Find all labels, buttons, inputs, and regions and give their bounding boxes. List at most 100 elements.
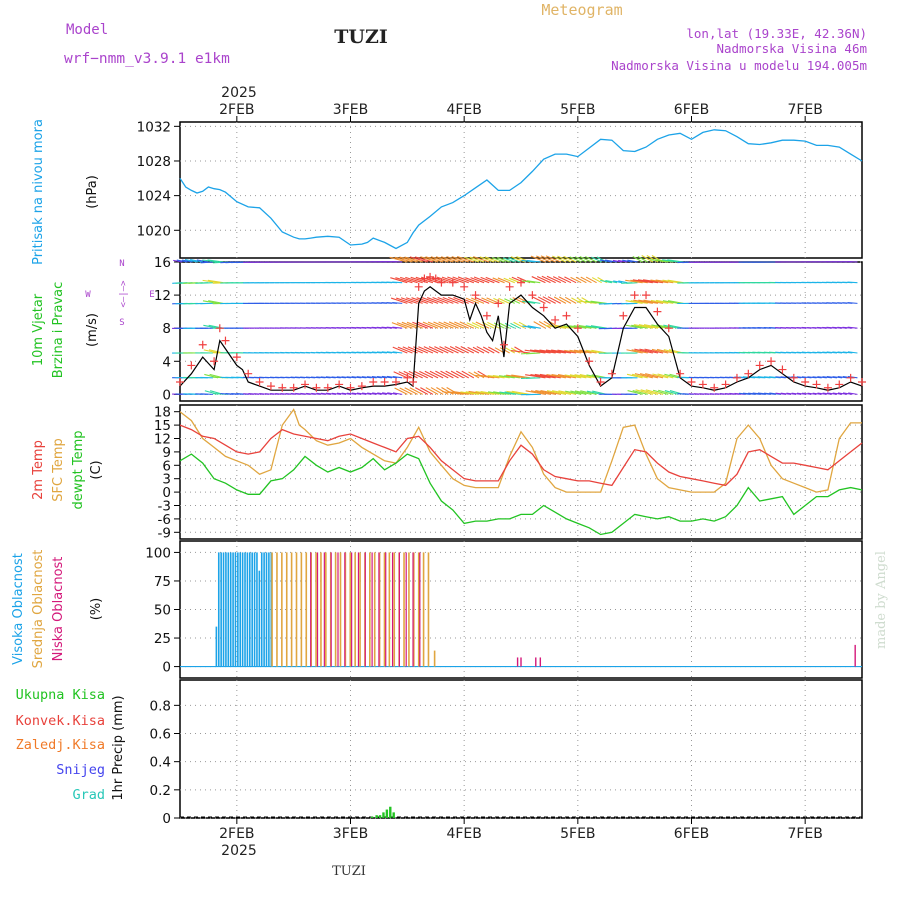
wind-barb <box>392 326 403 329</box>
wind-barb <box>552 390 572 395</box>
wind-barb <box>530 374 551 379</box>
wind-barb <box>508 277 521 284</box>
wind-barb <box>769 392 781 395</box>
gust-marker <box>698 380 707 389</box>
wind-barb <box>386 351 398 354</box>
ytick-label: 0.6 <box>150 727 171 743</box>
wind-barb <box>503 277 515 284</box>
wind-barb <box>530 390 551 395</box>
gust-marker <box>255 377 264 386</box>
wind-barb <box>640 389 659 395</box>
wind-barb <box>479 256 495 263</box>
wind-barb <box>625 279 643 284</box>
ytick-label: 4 <box>162 354 171 370</box>
wind-barb <box>386 375 398 379</box>
pressure-unit: (hPa) <box>85 175 100 209</box>
wind-barb <box>565 296 577 304</box>
ytick-label: 1020 <box>137 223 171 239</box>
wind-barb <box>361 376 372 379</box>
wind-barb <box>585 256 597 263</box>
ytick-label: 25 <box>154 631 171 647</box>
wind-barb <box>207 259 224 263</box>
wind-barb <box>469 256 485 263</box>
wind-barb <box>430 256 449 263</box>
wind-barb <box>579 374 597 379</box>
wind-barb <box>311 392 321 395</box>
wind-barb <box>398 371 413 379</box>
wind-barb <box>752 392 766 395</box>
wind-barb <box>425 387 439 395</box>
wind-barb <box>618 259 628 263</box>
wind-barb <box>447 276 464 284</box>
wind-barb <box>532 296 546 304</box>
gust-marker <box>744 369 753 378</box>
compass-axis: <—|—> <box>119 280 129 308</box>
gust-marker <box>289 383 298 392</box>
wind-barb <box>551 373 572 379</box>
wind-barb <box>202 279 219 284</box>
wind-barb <box>832 351 843 354</box>
wind-barb <box>822 392 832 395</box>
chart-panels: 1020 1024 1028 1032 2FEB 3FEB 4FEB 5FEB 6FEB 7FEB… <box>137 102 866 842</box>
model-elevation-label: Nadmorska Visina u modelu 194.005m <box>611 58 867 73</box>
wind-barb <box>526 352 541 355</box>
wind-barb <box>484 256 500 263</box>
wind-barb <box>480 276 495 284</box>
wind-barb <box>394 256 413 263</box>
ytick-label: 16 <box>154 255 171 271</box>
wind-barb <box>796 392 807 395</box>
wind-barb <box>392 346 408 354</box>
wind-panel: 0 4 8 12 16 <box>154 255 866 403</box>
wind-barb <box>573 349 592 354</box>
wind-barb <box>434 346 449 354</box>
wind-barb <box>638 324 659 329</box>
wind-barb <box>524 349 546 354</box>
gust-marker <box>215 324 224 333</box>
gust-marker <box>596 377 605 386</box>
wind-barb <box>564 349 582 354</box>
wind-barb <box>200 393 213 395</box>
wind-barb <box>847 326 858 329</box>
wind-barb <box>657 373 674 379</box>
wind-barb <box>471 322 485 329</box>
wind-barb <box>642 279 664 284</box>
wind-barb <box>632 255 643 263</box>
wind-barb <box>847 375 858 379</box>
wind-barb <box>571 297 582 304</box>
wind-barb <box>392 302 403 304</box>
wind-barb <box>504 322 515 329</box>
wind-barb <box>505 347 516 354</box>
wind-barb <box>539 373 561 379</box>
wind-barb <box>376 351 387 354</box>
gust-marker <box>323 383 332 392</box>
wind-barb <box>842 392 853 395</box>
wind-barb <box>599 259 613 263</box>
wind-barb <box>452 276 469 284</box>
precip-bar <box>375 815 378 818</box>
wind-barb <box>664 373 679 379</box>
wind-ylabel: 10m Vjetar <box>31 293 46 366</box>
wind-barb <box>786 392 797 395</box>
wind-barb <box>416 297 434 304</box>
wind-barb <box>638 299 659 304</box>
gust-marker <box>301 380 310 389</box>
gust-marker <box>403 373 412 382</box>
precip-panel: 0 0.2 0.4 0.6 0.8 2FEB 3FEB 4FEB 5FEB 6FEB 7FEB <box>150 679 863 842</box>
gust-marker <box>335 380 344 389</box>
wind-barb <box>184 259 198 263</box>
wind-barb <box>529 349 551 354</box>
wind-barb <box>471 297 485 304</box>
temperature-frame <box>179 404 863 540</box>
gust-marker <box>676 369 685 378</box>
wind-barb <box>557 255 572 263</box>
coordinates-label: lon,lat (19.33E, 42.36N) <box>686 26 867 41</box>
wind-barb <box>848 392 858 395</box>
wind-barb <box>390 277 408 284</box>
wind-barb <box>498 297 510 304</box>
wind-barb <box>510 350 531 354</box>
wind-barb <box>487 321 500 329</box>
wind-barb <box>618 280 628 284</box>
wind-barb <box>508 257 521 263</box>
wind-barb <box>356 376 367 379</box>
wind-barb <box>658 389 674 395</box>
